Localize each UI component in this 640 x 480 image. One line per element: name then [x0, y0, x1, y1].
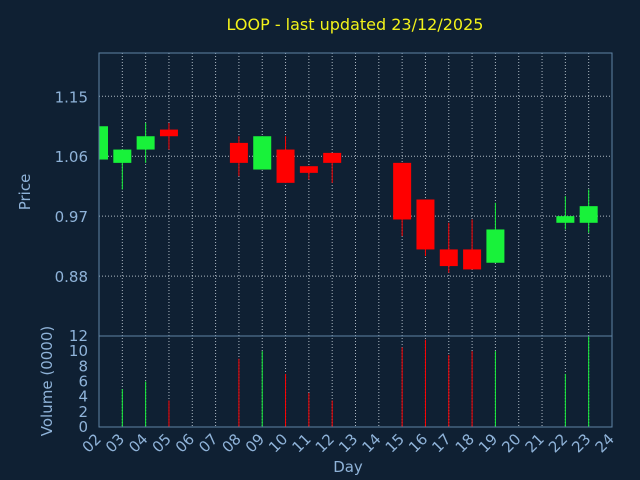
- price-tick-label: 1.15: [55, 88, 88, 106]
- candle-body: [276, 149, 295, 183]
- volume-tick-label: 0: [78, 418, 88, 436]
- candle-body: [113, 149, 132, 163]
- candle-body: [323, 152, 342, 163]
- price-tick-label: 0.88: [55, 268, 88, 286]
- price-tick-label: 0.97: [55, 208, 88, 226]
- candle-body: [579, 206, 598, 223]
- candle-body: [439, 249, 458, 267]
- price-tick-label: 1.06: [55, 148, 88, 166]
- candle-body: [299, 166, 318, 173]
- volume-tick-label: 12: [69, 327, 88, 345]
- candle-body: [556, 216, 575, 223]
- candle-body: [99, 126, 108, 160]
- volume-tick-label: 10: [69, 342, 88, 360]
- x-axis-label: Day: [333, 458, 363, 476]
- candle-body: [416, 199, 435, 250]
- volume-tick-label: 4: [78, 388, 88, 406]
- candle-body: [159, 129, 178, 137]
- candle-body: [136, 136, 155, 150]
- candle-body: [253, 136, 272, 170]
- volume-panel-frame: [98, 335, 613, 428]
- plot-frames: [98, 52, 613, 428]
- volume-tick-label: 8: [78, 357, 88, 375]
- volume-tick-label: 2: [78, 403, 88, 421]
- candle-body: [463, 249, 482, 270]
- candle-body: [486, 229, 505, 263]
- price-axis-label: Price: [16, 174, 34, 211]
- candle-body: [393, 162, 412, 220]
- chart-title: LOOP - last updated 23/12/2025: [227, 15, 484, 34]
- chart-marks: [98, 122, 598, 427]
- candle-body: [229, 142, 248, 163]
- volume-axis-label: Volume (0000): [38, 326, 56, 436]
- volume-tick-label: 6: [78, 373, 88, 391]
